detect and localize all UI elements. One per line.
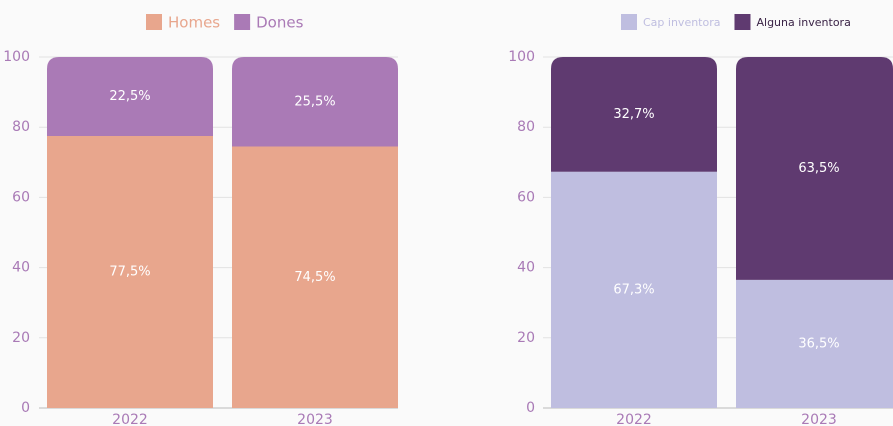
value-label: 74,5% <box>294 270 335 285</box>
value-label: 32,7% <box>613 107 654 122</box>
y-tick-label: 100 <box>3 49 30 65</box>
bar-segment <box>736 279 893 408</box>
legend-swatch <box>234 14 251 30</box>
value-label: 22,5% <box>109 89 150 104</box>
bar-segment <box>47 135 213 408</box>
y-tick-label: 0 <box>21 400 30 416</box>
legend-swatch <box>621 14 637 30</box>
y-tick-label: 20 <box>12 330 30 346</box>
legend-label: Dones <box>256 14 303 32</box>
value-label: 63,5% <box>798 161 839 176</box>
y-tick-label: 60 <box>12 189 30 205</box>
x-tick-label: 2022 <box>112 412 148 426</box>
x-tick-label: 2022 <box>616 412 652 426</box>
y-tick-label: 0 <box>526 400 535 416</box>
y-tick-label: 20 <box>517 330 535 346</box>
legend-swatch <box>734 14 751 30</box>
legend-label: Homes <box>168 14 220 32</box>
value-label: 25,5% <box>294 94 335 109</box>
y-tick-label: 60 <box>517 189 535 205</box>
y-tick-label: 80 <box>517 119 535 135</box>
bar-segment <box>551 171 717 408</box>
value-label: 67,3% <box>613 282 654 297</box>
y-tick-label: 40 <box>517 260 535 276</box>
bar-segment <box>551 57 717 172</box>
value-label: 36,5% <box>798 336 839 351</box>
legend-label: Cap inventora <box>643 16 720 29</box>
bar-segment <box>232 57 398 147</box>
y-tick-label: 80 <box>12 119 30 135</box>
y-tick-label: 40 <box>12 260 30 276</box>
bar-segment <box>47 57 213 136</box>
value-label: 77,5% <box>109 264 150 279</box>
legend-swatch <box>146 14 162 30</box>
x-tick-label: 2023 <box>801 412 837 426</box>
x-tick-label: 2023 <box>297 412 333 426</box>
bar-segment <box>232 146 398 408</box>
y-tick-label: 100 <box>508 49 535 65</box>
bar-segment <box>736 57 893 280</box>
legend-label: Alguna inventora <box>756 16 850 29</box>
